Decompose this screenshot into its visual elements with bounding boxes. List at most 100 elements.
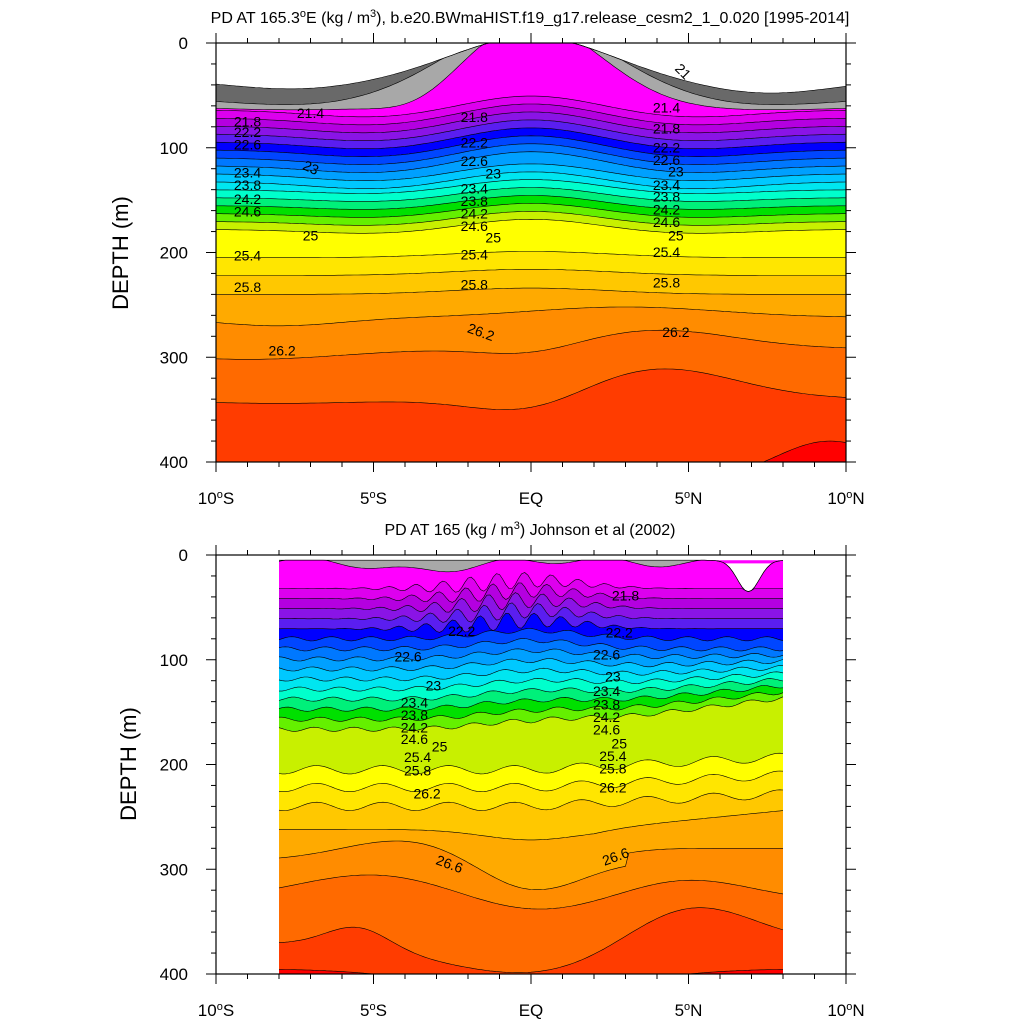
contour-band	[279, 685, 783, 722]
contour-label: 23	[485, 166, 501, 182]
contour-line	[278, 638, 784, 652]
contour-label: 24.2	[401, 720, 428, 736]
contour-label: 22.6	[653, 152, 680, 168]
contour-label: 21.4	[297, 105, 324, 121]
contour-label: 21.4	[653, 100, 680, 116]
x-tick-label: 5oS	[360, 489, 387, 508]
contour-line	[215, 306, 847, 327]
contour-line	[278, 685, 784, 712]
contour-label: 22.6	[394, 648, 421, 664]
contour-label: 23	[301, 157, 322, 178]
contour-label: 24.2	[593, 709, 620, 725]
contour-band	[216, 43, 846, 93]
contour-line	[279, 592, 783, 613]
contour-line	[216, 163, 846, 181]
observed-panel-title: PD AT 165 (kg / m3) Johnson et al (2002)	[384, 520, 675, 539]
observed-density-panel: PD AT 165 (kg / m3) Johnson et al (2002)…	[116, 520, 865, 1020]
contour-band	[216, 151, 846, 181]
contour-band	[279, 753, 783, 792]
contour-label: 23.8	[593, 697, 620, 713]
contour-band	[216, 111, 846, 141]
contour-band	[279, 560, 783, 593]
model-panel-title: PD AT 165.3oE (kg / m3), b.e20.BWmaHIST.…	[211, 8, 850, 27]
contour-band	[279, 771, 783, 811]
contour-band	[279, 678, 783, 712]
contour-line	[279, 572, 783, 593]
contour-label: 25.8	[653, 275, 680, 291]
contour-label: 26.2	[268, 343, 295, 359]
model-contour-fills	[216, 43, 846, 462]
model-axes: 0 100 200 300 400 10oS 5oS EQ 5oN 10oN	[160, 33, 865, 508]
y-tick-label: 0	[179, 34, 188, 53]
contour-label: 25.4	[653, 244, 680, 260]
contour-band	[216, 269, 846, 295]
contour-line	[216, 203, 846, 218]
contour-band	[216, 195, 846, 218]
contour-label: 25	[611, 735, 627, 751]
contour-line	[279, 810, 784, 841]
contour-line	[278, 559, 784, 593]
x-tick-label: 10oS	[198, 489, 234, 508]
contour-line	[279, 602, 783, 623]
contour-band	[216, 251, 846, 276]
contour-label: 23.4	[653, 177, 680, 193]
contour-label: 23.8	[653, 189, 680, 205]
contour-label: 24.6	[653, 214, 680, 230]
contour-label: 23.4	[234, 165, 261, 181]
y-tick-label: 300	[160, 860, 188, 879]
contour-band	[279, 671, 783, 702]
observed-axes: 0 100 200 300 400 10oS 5oS EQ 5oN 10oN	[160, 545, 865, 1020]
contour-label: 25.4	[404, 749, 431, 765]
contour-label: 25	[432, 738, 448, 754]
contour-line	[278, 658, 784, 672]
y-tick-label: 100	[160, 139, 188, 158]
contour-band	[279, 907, 783, 974]
observed-y-axis-label: DEPTH (m)	[116, 707, 141, 821]
contour-label: 25.4	[234, 247, 261, 263]
y-tick-label: 100	[160, 651, 188, 670]
contour-label: 25.8	[461, 277, 488, 293]
x-tick-label: EQ	[519, 1001, 544, 1020]
contour-line	[278, 840, 783, 890]
contour-label: 24.2	[234, 191, 261, 207]
model-y-axis-label: DEPTH (m)	[108, 196, 133, 310]
contour-band	[216, 143, 846, 173]
contour-band	[216, 171, 846, 194]
contour-band	[216, 119, 846, 149]
y-tick-label: 400	[160, 453, 188, 472]
observed-contour-fills	[279, 560, 783, 974]
contour-line	[216, 187, 846, 202]
contour-band	[279, 648, 783, 672]
observed-contour-lines	[278, 559, 784, 975]
y-tick-label: 200	[160, 244, 188, 263]
x-tick-label: 10oS	[198, 1001, 234, 1020]
contour-line	[215, 119, 847, 141]
contour-band	[279, 658, 783, 682]
contour-label: 22.6	[593, 646, 620, 662]
contour-label: 24.6	[401, 731, 428, 747]
y-tick-label: 300	[160, 348, 188, 367]
contour-label: 26.2	[662, 324, 689, 340]
contour-band	[279, 875, 783, 973]
contour-band	[216, 135, 846, 165]
contour-line	[216, 195, 846, 210]
contour-label: 22.2	[653, 140, 680, 156]
contour-line	[216, 111, 846, 134]
contour-label: 22.2	[461, 134, 488, 150]
contour-label: 25	[668, 228, 684, 244]
contour-line	[215, 218, 847, 234]
contour-band	[216, 187, 846, 210]
contour-line	[278, 628, 784, 642]
contour-line	[215, 127, 847, 149]
contour-label: 25	[485, 230, 501, 246]
contour-label: 25	[303, 228, 319, 244]
contour-label: 24.6	[593, 722, 620, 738]
contour-label: 24.6	[461, 218, 488, 234]
contour-label: 21.8	[653, 121, 680, 137]
contour-label: 22.2	[606, 624, 633, 640]
contour-band	[279, 592, 783, 623]
contour-label: 23.8	[461, 193, 488, 209]
contour-line	[278, 696, 784, 732]
contour-band	[216, 43, 846, 110]
